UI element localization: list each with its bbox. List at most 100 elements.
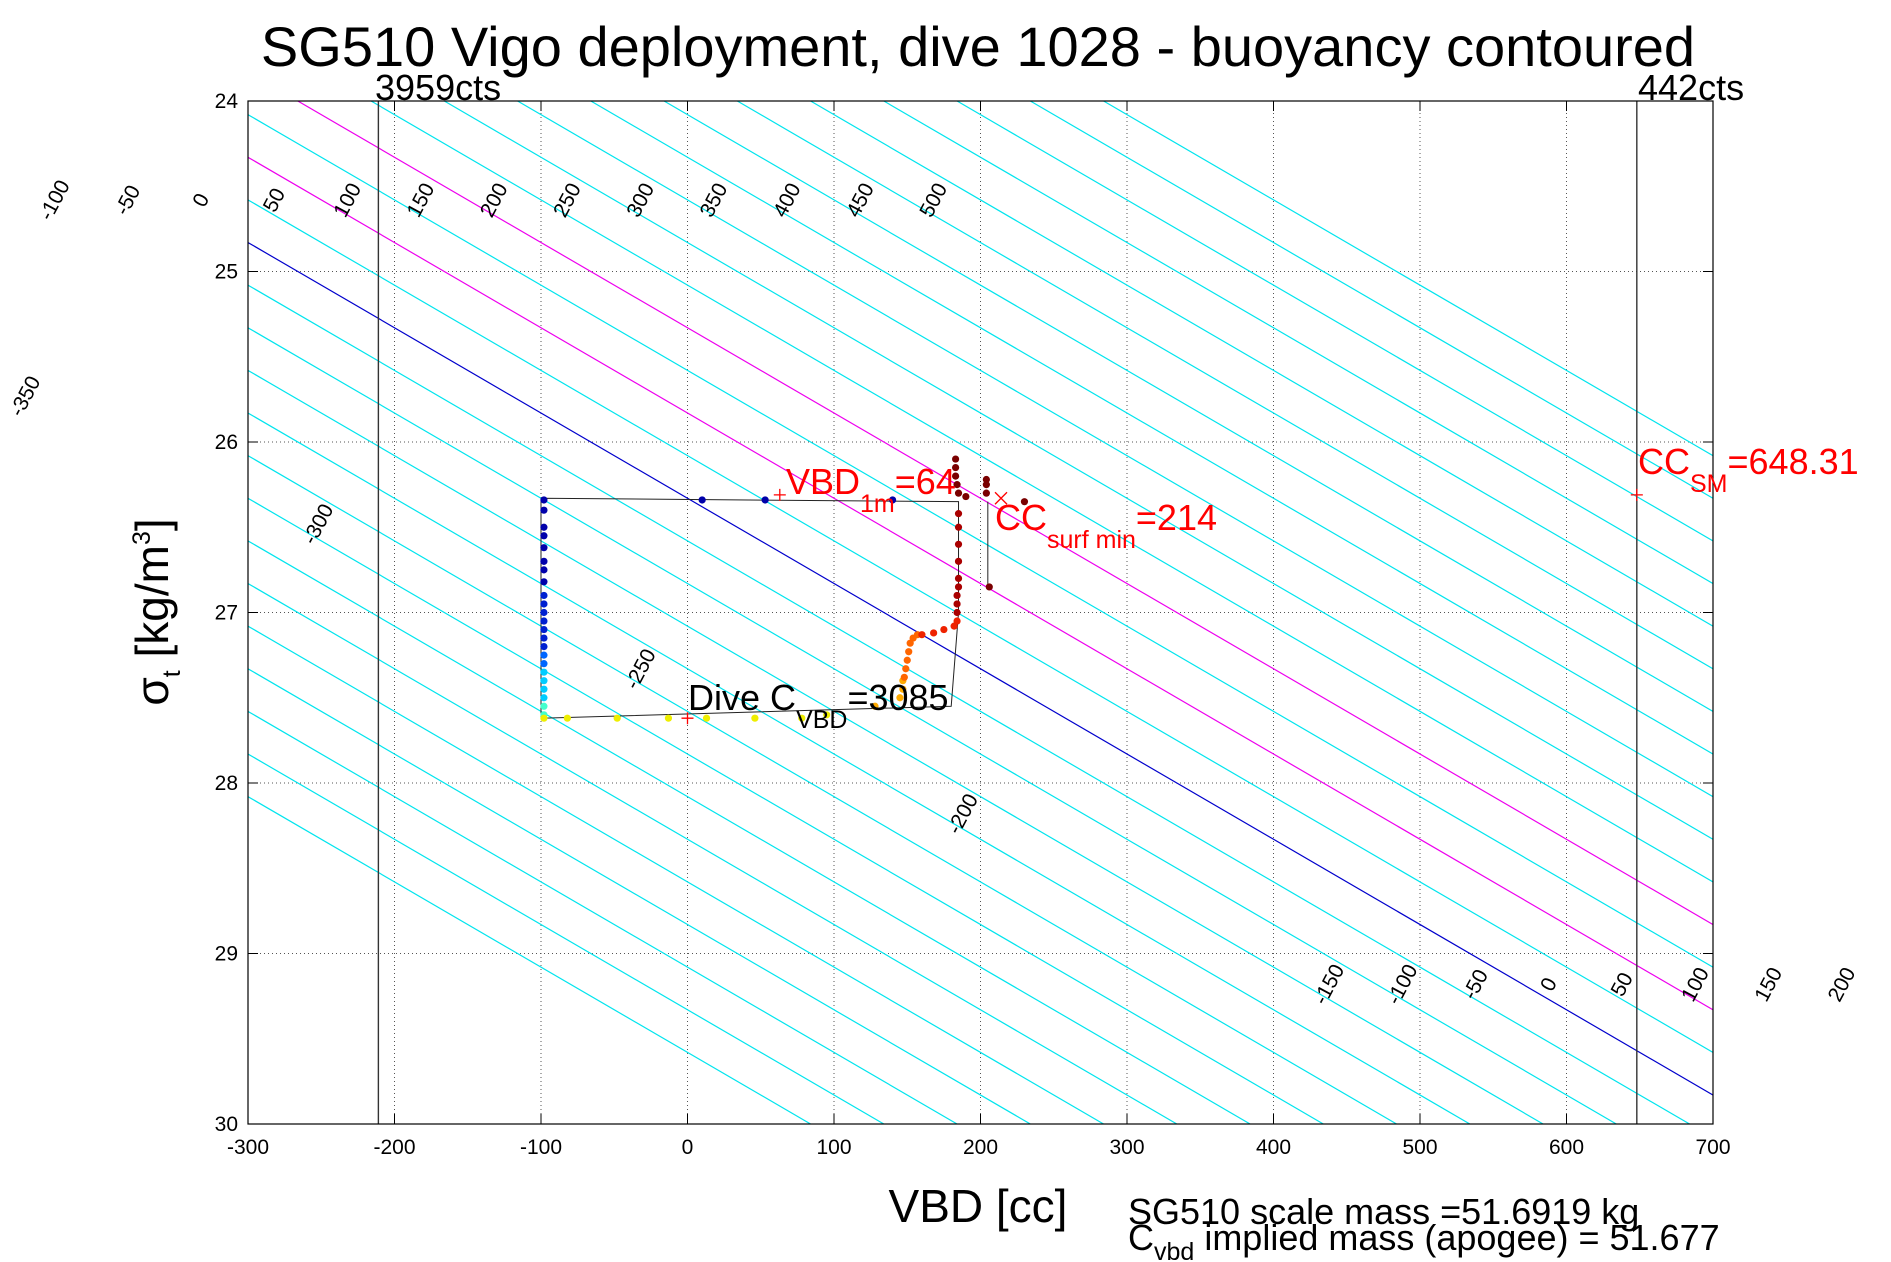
contour-label: -350 [5,372,45,420]
data-point [985,583,993,591]
data-point [940,625,948,634]
data-point [540,643,548,651]
implied-mass-note: Cvbd implied mass (apogee) = 51.677 [1128,1217,1720,1262]
x-tick-label: 100 [816,1136,851,1159]
data-point [899,685,907,693]
data-point [761,496,769,504]
data-point [871,702,879,710]
data-point [953,481,961,489]
contour-line [663,101,1713,713]
x-tick-label: 600 [1549,1136,1584,1159]
data-point [954,574,963,583]
data-point [900,673,908,681]
contour-label: -50 [111,181,146,219]
data-point [953,617,961,625]
contour-label: -150 [0,176,2,224]
data-point [954,583,963,591]
dive-cvbd-annotation: Dive CVBD=3085 [688,677,949,734]
data-point [918,631,926,639]
axis-ticks: -300 -200 -100 0 100 200 300 400 500 600 700 24 25 26… [215,90,1731,1159]
data-point [954,489,963,497]
data-point [540,714,548,722]
data-point [540,506,548,514]
contour-line [248,454,1397,1124]
data-point [540,702,548,710]
data-point [698,496,706,504]
x-tick-label: 700 [1695,1136,1730,1159]
data-point [953,608,961,617]
contour-line [590,101,1713,755]
data-point [902,665,910,673]
x-tick-label: -200 [373,1136,415,1159]
y-tick-label: 30 [215,1113,238,1136]
data-point [540,677,548,685]
data-point [798,714,806,722]
cross-marker [994,491,1008,505]
data-point [613,714,621,722]
data-point [751,714,759,722]
data-point [951,455,960,463]
contour-line [956,101,1713,542]
data-point [702,714,711,722]
contour-line [248,156,1713,1011]
data-point [951,463,960,472]
data-point [540,651,548,659]
contour-line [248,582,1178,1124]
data-point [540,668,548,676]
contour-line [248,668,1031,1124]
buoyancy-contours [248,101,1713,1124]
data-point [540,532,548,540]
x-tick-label: -300 [227,1136,269,1159]
data-point [540,617,548,625]
x-axis-label: VBD [cc] [889,1180,1068,1232]
left-count-label: 3959cts [375,67,501,108]
data-point [954,557,963,565]
data-point [953,600,961,608]
contour-line [248,369,1544,1124]
contour-line [248,284,1690,1124]
x-tick-label: 0 [682,1136,694,1159]
data-point [540,566,548,574]
data-point [540,557,548,565]
plus-marker [773,488,786,501]
data-point [954,540,963,548]
data-point [540,694,548,702]
contour-label: 150 [1750,964,1787,1006]
y-tick-label: 27 [215,602,238,625]
contour-line [1103,101,1713,457]
y-tick-label: 24 [215,90,239,113]
contour-line [737,101,1713,670]
y-tick-label: 26 [215,431,238,454]
cc-sm-annotation: CCSM=648.31 [1638,441,1859,498]
data-point [540,578,548,586]
x-tick-label: 300 [1109,1136,1144,1159]
contour-line [248,412,1471,1124]
data-point [540,660,548,668]
data-point [953,591,961,600]
data-point [1020,498,1029,506]
contour-line [248,625,1104,1124]
x-tick-label: 200 [963,1136,998,1159]
data-point [540,600,548,608]
data-point [982,481,990,489]
data-point [540,496,548,504]
y-tick-label: 29 [215,943,238,966]
x-tick-label: 500 [1402,1136,1437,1159]
scale-mass-note: SG510 scale mass =51.6919 kg [1128,1191,1639,1232]
data-point [962,492,970,501]
data-point [903,656,911,664]
y-tick-label: 28 [215,772,238,795]
contour-label: 200 [1824,964,1861,1006]
count-limit-lines [377,101,1638,1124]
data-point [540,625,548,634]
contour-line [248,710,958,1124]
data-point [889,496,897,504]
data-point [954,510,963,518]
plus-marker [681,712,694,725]
contour-line [248,113,1713,968]
contour-line [370,101,1713,883]
y-axis-label: σt [kg/m3] [126,518,186,705]
data-point [540,634,548,642]
